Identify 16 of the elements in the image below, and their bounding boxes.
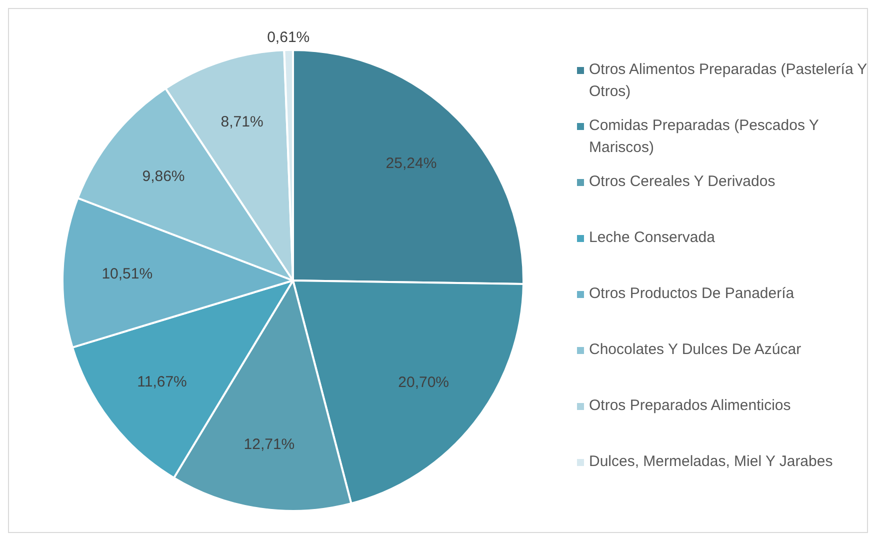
data-label: 9,86% xyxy=(142,168,185,185)
data-label: 0,61% xyxy=(267,29,310,46)
data-label: 8,71% xyxy=(220,114,264,131)
data-label: 20,70% xyxy=(398,374,450,392)
legend-label: Leche Conservada xyxy=(589,228,715,248)
data-label: 11,67% xyxy=(137,374,187,391)
legend-label: Otros Alimentos Preparadas (Pastelería Y Otros) xyxy=(589,60,867,102)
legend-label: Otros Cereales Y Derivados xyxy=(589,172,776,192)
legend-label: Otros Productos De Panadería xyxy=(589,284,794,304)
legend-label: Chocolates Y Dulces De Azúcar xyxy=(589,340,802,360)
data-label: 12,71% xyxy=(244,436,295,453)
legend-label: Otros Preparados Alimenticios xyxy=(589,396,791,416)
legend-label: Comidas Preparadas (Pescados Y Mariscos) xyxy=(589,116,820,158)
legend-label: Dulces, Mermeladas, Miel Y Jarabes xyxy=(589,452,833,472)
data-label: 25,24% xyxy=(386,155,437,172)
data-label: 10,51% xyxy=(102,266,153,283)
